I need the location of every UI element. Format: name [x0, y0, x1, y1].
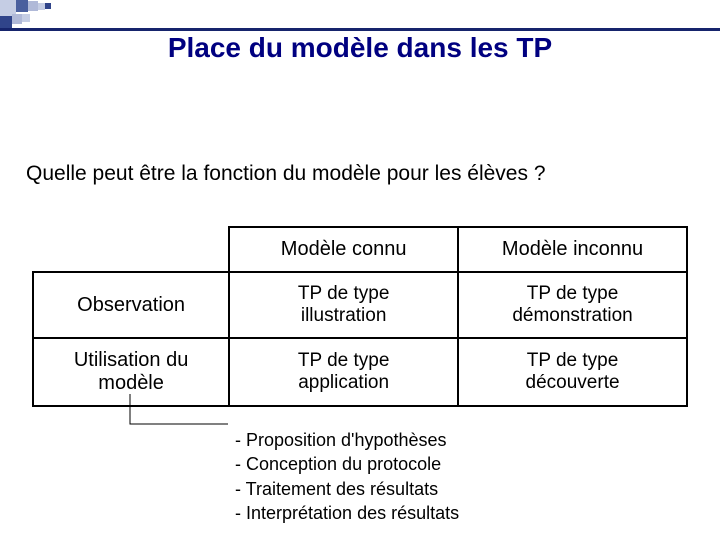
question-text: Quelle peut être la fonction du modèle p… — [26, 162, 546, 186]
cell-text: TP de typedécouverte — [526, 350, 620, 393]
deco-square — [0, 16, 12, 28]
table-row: Utilisation dumodèle TP de typeapplicati… — [33, 338, 687, 406]
slide-title: Place du modèle dans les TP — [0, 32, 720, 64]
deco-square — [22, 14, 30, 22]
deco-square — [38, 3, 45, 10]
col-header-known: Modèle connu — [229, 227, 458, 272]
col-header-unknown: Modèle inconnu — [458, 227, 687, 272]
deco-square — [12, 14, 22, 24]
cell-decouverte: TP de typedécouverte — [458, 338, 687, 406]
cell-text: TP de typeapplication — [298, 350, 390, 393]
bullet-item: - Proposition d'hypothèses — [235, 428, 459, 452]
bullet-list: - Proposition d'hypothèses - Conception … — [235, 428, 459, 525]
bullet-item: - Traitement des résultats — [235, 477, 459, 501]
title-underline — [0, 28, 720, 31]
deco-square — [16, 0, 28, 12]
deco-square — [45, 3, 51, 9]
bullet-item: - Interprétation des résultats — [235, 501, 459, 525]
deco-square — [28, 1, 38, 11]
cell-demonstration: TP de typedémonstration — [458, 272, 687, 338]
model-table: Modèle connu Modèle inconnu Observation … — [32, 226, 688, 407]
cell-text: TP de typedémonstration — [512, 283, 632, 326]
cell-application: TP de typeapplication — [229, 338, 458, 406]
bullet-item: - Conception du protocole — [235, 452, 459, 476]
cell-text: TP de typeillustration — [298, 283, 390, 326]
table-row: Observation TP de typeillustration TP de… — [33, 272, 687, 338]
table-header-row: Modèle connu Modèle inconnu — [33, 227, 687, 272]
cell-illustration: TP de typeillustration — [229, 272, 458, 338]
row-header-observation: Observation — [33, 272, 229, 338]
row-header-utilisation: Utilisation dumodèle — [33, 338, 229, 406]
